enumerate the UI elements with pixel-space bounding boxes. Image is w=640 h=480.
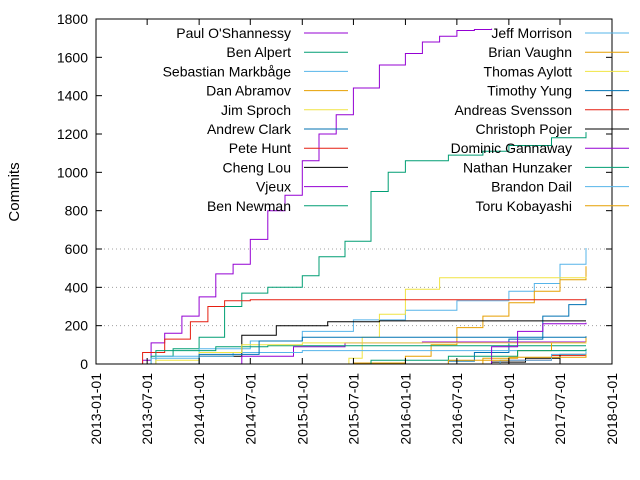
series-line-pete-hunt (135, 299, 586, 365)
x-tick-label: 2013-07-01 (139, 373, 155, 445)
y-tick-label: 800 (65, 203, 89, 219)
x-tick-label: 2015-07-01 (345, 373, 361, 445)
y-tick-label: 1000 (57, 164, 88, 180)
y-tick-label: 600 (65, 241, 89, 257)
y-tick-label: 400 (65, 279, 89, 295)
legend: Paul O'Shannessy Ben Alpert Sebastian Mark… (163, 25, 629, 214)
y-tick-label: 1400 (57, 88, 88, 104)
x-tick-label: 2016-07-01 (449, 373, 465, 445)
legend-label-brian-vaughn: Brian Vaughn (488, 44, 572, 60)
plot-frame (95, 18, 613, 365)
legend-label-jeff-morrison: Jeff Morrison (491, 25, 572, 41)
y-axis-label: Commits (6, 162, 23, 221)
legend-label-vjeux: Vjeux (256, 179, 291, 195)
x-tick-label: 2013-01-01 (88, 373, 104, 445)
y-axis: 0 200 400 600 800 1000 1200 1400 1600 1800 (57, 11, 612, 372)
y-tick-label: 0 (80, 356, 88, 372)
legend-label-ben-alpert: Ben Alpert (226, 44, 291, 60)
series-line-dominic-gannaway (456, 322, 587, 365)
y-tick-label: 200 (65, 318, 89, 334)
series-line-paul-o-shannessy (135, 28, 493, 365)
legend-label-andrew-clark: Andrew Clark (207, 121, 292, 137)
y-tick-label: 1800 (57, 11, 88, 27)
legend-label-ben-newman: Ben Newman (207, 198, 291, 214)
legend-label-timothy-yung: Timothy Yung (487, 83, 572, 99)
series-line-vjeux (199, 341, 587, 365)
legend-label-pete-hunt: Pete Hunt (229, 140, 291, 156)
y-tick-label: 1600 (57, 49, 88, 65)
series-line-ben-alpert (138, 132, 587, 365)
legend-label-paul-o-shannessy: Paul O'Shannessy (176, 25, 291, 41)
legend-label-dominic-gannaway: Dominic Gannaway (451, 140, 572, 156)
series-line-jim-sproch (336, 276, 587, 365)
y-tick-label: 1200 (57, 126, 88, 142)
x-tick-label: 2014-01-01 (191, 373, 207, 445)
x-tick-label: 2017-07-01 (552, 373, 568, 445)
series-line-dan-abramov (336, 266, 587, 365)
legend-label-nathan-hunzaker: Nathan Hunzaker (463, 159, 572, 175)
legend-label-thomas-aylott: Thomas Aylott (484, 63, 573, 79)
x-tick-label: 2016-01-01 (397, 373, 413, 445)
x-tick-label: 2014-07-01 (242, 373, 258, 445)
legend-label-dan-abramov: Dan Abramov (206, 83, 291, 99)
x-tick-label: 2018-01-01 (604, 373, 620, 445)
series-line-nathan-hunzaker (302, 348, 587, 365)
legend-label-christoph-pojer: Christoph Pojer (476, 121, 573, 137)
legend-label-andreas-svensson: Andreas Svensson (454, 102, 572, 118)
series-line-thomas-aylott (138, 342, 587, 365)
series-line-sebastian-markba-ge (138, 248, 587, 365)
x-tick-label: 2015-01-01 (294, 373, 310, 445)
legend-label-jim-sproch: Jim Sproch (221, 102, 291, 118)
legend-label-sebastian-markba-ge: Sebastian Markbåge (163, 63, 292, 79)
legend-label-brandon-dail: Brandon Dail (491, 179, 572, 195)
series-lines (135, 28, 587, 365)
legend-label-toru-kobayashi: Toru Kobayashi (475, 198, 572, 214)
x-tick-label: 2017-01-01 (501, 373, 517, 445)
x-axis: 2013-01-01 2013-07-01 2014-01-01 2014-07-01… (88, 19, 620, 445)
legend-label-cheng-lou: Cheng Lou (222, 159, 291, 175)
